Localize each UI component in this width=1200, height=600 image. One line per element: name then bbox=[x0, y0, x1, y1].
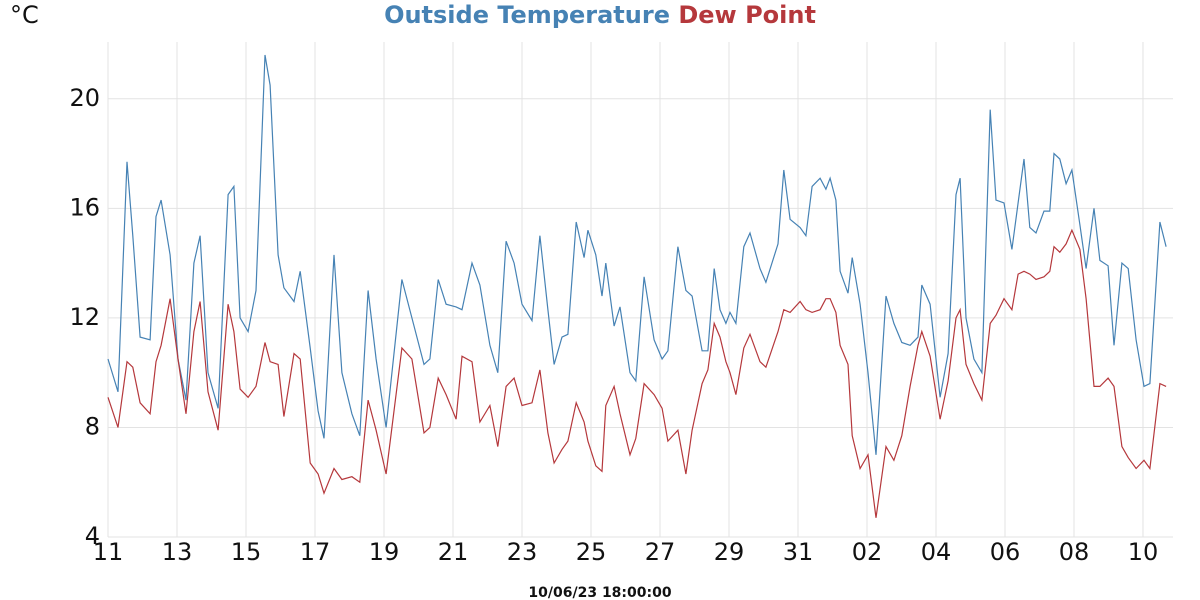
x-tick-label: 11 bbox=[93, 538, 124, 566]
x-tick-label: 25 bbox=[576, 538, 607, 566]
series-line bbox=[107, 228, 1167, 518]
legend-entry: Outside Temperature bbox=[384, 1, 670, 29]
x-tick-label: 19 bbox=[369, 538, 400, 566]
y-tick-label: 8 bbox=[85, 412, 100, 440]
x-tick-label: 27 bbox=[645, 538, 676, 566]
x-tick-label: 31 bbox=[783, 538, 814, 566]
x-tick-label: 17 bbox=[300, 538, 331, 566]
x-tick-label: 10 bbox=[1128, 538, 1159, 566]
x-tick-label: 29 bbox=[714, 538, 745, 566]
footer: 10/06/23 18:00:00 bbox=[528, 585, 671, 600]
y-tick-label: 12 bbox=[69, 303, 100, 331]
x-tick-label: 13 bbox=[162, 538, 193, 566]
x-tick-label: 21 bbox=[438, 538, 469, 566]
x-tick-label: 04 bbox=[921, 538, 952, 566]
y-tick-label: 4 bbox=[85, 522, 100, 550]
series-line bbox=[107, 54, 1167, 455]
y-unit: °C bbox=[10, 1, 39, 29]
y-tick-label: 16 bbox=[69, 193, 100, 221]
x-tick-label: 23 bbox=[507, 538, 538, 566]
x-tick-label: 08 bbox=[1059, 538, 1090, 566]
legend-entry: Dew Point bbox=[678, 1, 816, 29]
chart-title: Outside Temperature Dew Point bbox=[384, 1, 816, 29]
x-tick-label: 06 bbox=[990, 538, 1021, 566]
x-tick-label: 15 bbox=[231, 538, 262, 566]
x-tick-label: 02 bbox=[852, 538, 883, 566]
y-tick-label: 20 bbox=[69, 84, 100, 112]
